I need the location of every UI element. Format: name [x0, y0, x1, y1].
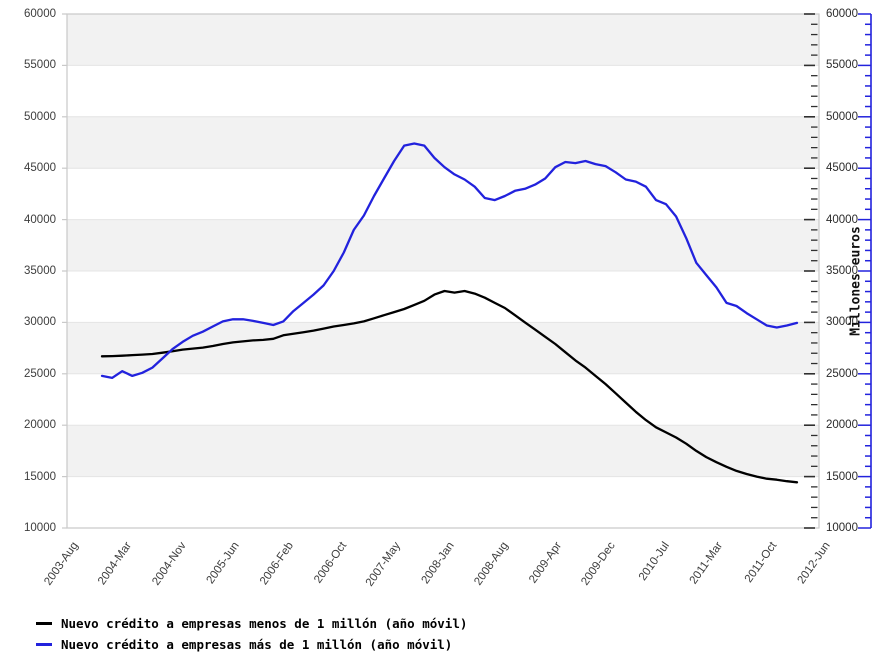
y-tick-label-left: 50000	[24, 111, 56, 123]
y-tick-label-right: 20000	[826, 419, 858, 431]
x-tick-label: 2012-Jun	[713, 536, 832, 586]
y-tick-label-right: 60000	[826, 8, 858, 20]
y-tick-label-left: 40000	[24, 214, 56, 226]
series-line-1	[100, 142, 799, 380]
y-tick-label-right: 35000	[826, 265, 858, 277]
legend-line-swatch	[36, 622, 52, 625]
y-tick-label-right: 10000	[826, 522, 858, 534]
y-tick-label-right: 55000	[826, 59, 858, 71]
y-tick-label-left: 35000	[24, 265, 56, 277]
y-tick-label-right: 25000	[826, 368, 858, 380]
legend-line-swatch	[36, 643, 52, 646]
y-tick-label-left: 60000	[24, 8, 56, 20]
y-tick-label-right: 50000	[826, 111, 858, 123]
y-tick-label-left: 20000	[24, 419, 56, 431]
y-tick-label-left: 45000	[24, 162, 56, 174]
y-tick-label-left: 25000	[24, 368, 56, 380]
y-tick-label-left: 15000	[24, 471, 56, 483]
y-tick-label-right: 30000	[826, 316, 858, 328]
y-tick-label-right: 45000	[826, 162, 858, 174]
y-tick-label-left: 10000	[24, 522, 56, 534]
y-tick-label-right: 15000	[826, 471, 858, 483]
y-tick-label-left: 30000	[24, 316, 56, 328]
series-line-0	[100, 289, 799, 484]
y-tick-label-left: 55000	[24, 59, 56, 71]
y-tick-label-right: 40000	[826, 214, 858, 226]
legend-label: Nuevo crédito a empresas menos de 1 mill…	[61, 616, 468, 631]
legend-item: Nuevo crédito a empresas menos de 1 mill…	[36, 613, 467, 634]
legend-item: Nuevo crédito a empresas más de 1 millón…	[36, 634, 467, 655]
legend: Nuevo crédito a empresas menos de 1 mill…	[36, 613, 467, 655]
y-axis-title: Millones euros	[848, 226, 864, 336]
legend-label: Nuevo crédito a empresas más de 1 millón…	[61, 637, 453, 652]
